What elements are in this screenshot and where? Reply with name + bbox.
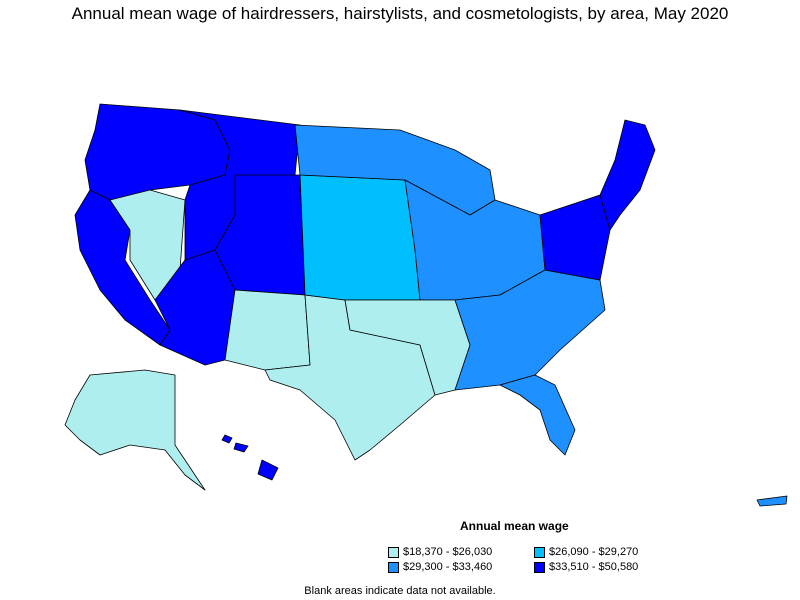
legend-item: $26,090 - $29,270 xyxy=(534,546,638,558)
map-region-florida xyxy=(499,374,576,456)
map-region-hawaii xyxy=(221,434,279,481)
legend-label: $29,300 - $33,460 xyxy=(403,561,493,573)
legend-item: $29,300 - $33,460 xyxy=(388,561,492,573)
legend-swatch xyxy=(388,546,399,558)
legend-label: $18,370 - $26,030 xyxy=(403,546,493,558)
legend-swatch xyxy=(534,561,545,573)
legend-label: $33,510 - $50,580 xyxy=(549,561,639,573)
legend-label: $26,090 - $29,270 xyxy=(549,546,639,558)
map-region-alaska xyxy=(64,369,206,491)
legend-swatch xyxy=(534,546,545,558)
map-region-new-mexico xyxy=(224,289,311,371)
map-region-puerto-rico xyxy=(756,495,788,507)
legend-swatch xyxy=(388,561,399,573)
map-region-mid-atlantic xyxy=(539,194,611,281)
legend-item: $33,510 - $50,580 xyxy=(534,561,638,573)
map-region-new-england xyxy=(599,119,656,231)
legend-title: Annual mean wage xyxy=(460,519,569,533)
map-region-southeast xyxy=(454,269,606,391)
map-title: Annual mean wage of hairdressers, hairst… xyxy=(71,4,729,23)
map-region-great-plains xyxy=(299,174,421,301)
footnote: Blank areas indicate data not available. xyxy=(304,585,496,597)
legend-item: $18,370 - $26,030 xyxy=(388,546,492,558)
